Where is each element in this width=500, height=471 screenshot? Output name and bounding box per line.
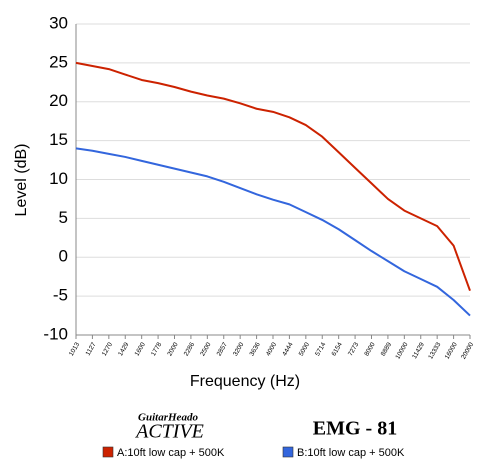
x-tick-label: 7273 (347, 341, 360, 357)
y-tick-label: 10 (49, 169, 68, 188)
y-tick-label: -10 (43, 324, 68, 343)
y-tick-label: 5 (59, 208, 68, 227)
x-tick-label: 1270 (101, 341, 114, 357)
x-tick-label: 8889 (380, 341, 393, 357)
legend-swatch (282, 446, 294, 458)
y-tick-label: 15 (49, 130, 68, 149)
x-tick-label: 16000 (444, 341, 459, 360)
y-tick-label: 30 (49, 13, 68, 32)
y-tick-label: 20 (49, 91, 68, 110)
legend-label: B:10ft low cap + 500K (297, 447, 405, 459)
x-tick-label: 11429 (411, 341, 426, 360)
y-axis-label: Level (dB) (13, 144, 30, 217)
x-tick-label: 2500 (199, 341, 212, 357)
x-tick-label: 13333 (427, 341, 442, 360)
brand-top: GuitarHeado (138, 412, 198, 424)
x-tick-label: 8000 (363, 341, 376, 357)
y-tick-label: 0 (59, 247, 68, 266)
legend-label: A:10ft low cap + 500K (117, 447, 225, 459)
x-tick-label: 1013 (68, 341, 81, 357)
x-tick-label: 10000 (394, 341, 409, 360)
y-tick-label: -5 (53, 286, 68, 305)
line-series (75, 147, 471, 317)
x-tick-label: 6154 (331, 341, 344, 357)
x-tick-label: 4000 (265, 341, 278, 357)
x-tick-label: 5000 (298, 341, 311, 357)
x-tick-label: 1429 (117, 341, 130, 357)
x-axis-label: Frequency (Hz) (190, 373, 300, 390)
x-tick-label: 5714 (314, 341, 327, 357)
y-tick-label: 25 (49, 52, 68, 71)
x-tick-label: 4444 (281, 341, 294, 357)
x-tick-label: 1127 (85, 341, 98, 357)
x-tick-label: 1600 (134, 341, 147, 357)
x-tick-label: 1778 (150, 341, 163, 357)
legend-swatch (102, 446, 114, 458)
x-tick-label: 20000 (460, 341, 475, 360)
line-series (75, 61, 471, 292)
x-tick-label: 2286 (183, 341, 196, 357)
x-tick-label: 2000 (166, 341, 179, 357)
x-tick-label: 2857 (216, 341, 229, 357)
brand-bottom: ACTIVE (134, 421, 204, 443)
x-tick-label: 3636 (249, 341, 262, 357)
model-name: EMG - 81 (313, 418, 397, 440)
x-tick-label: 3200 (232, 341, 245, 357)
